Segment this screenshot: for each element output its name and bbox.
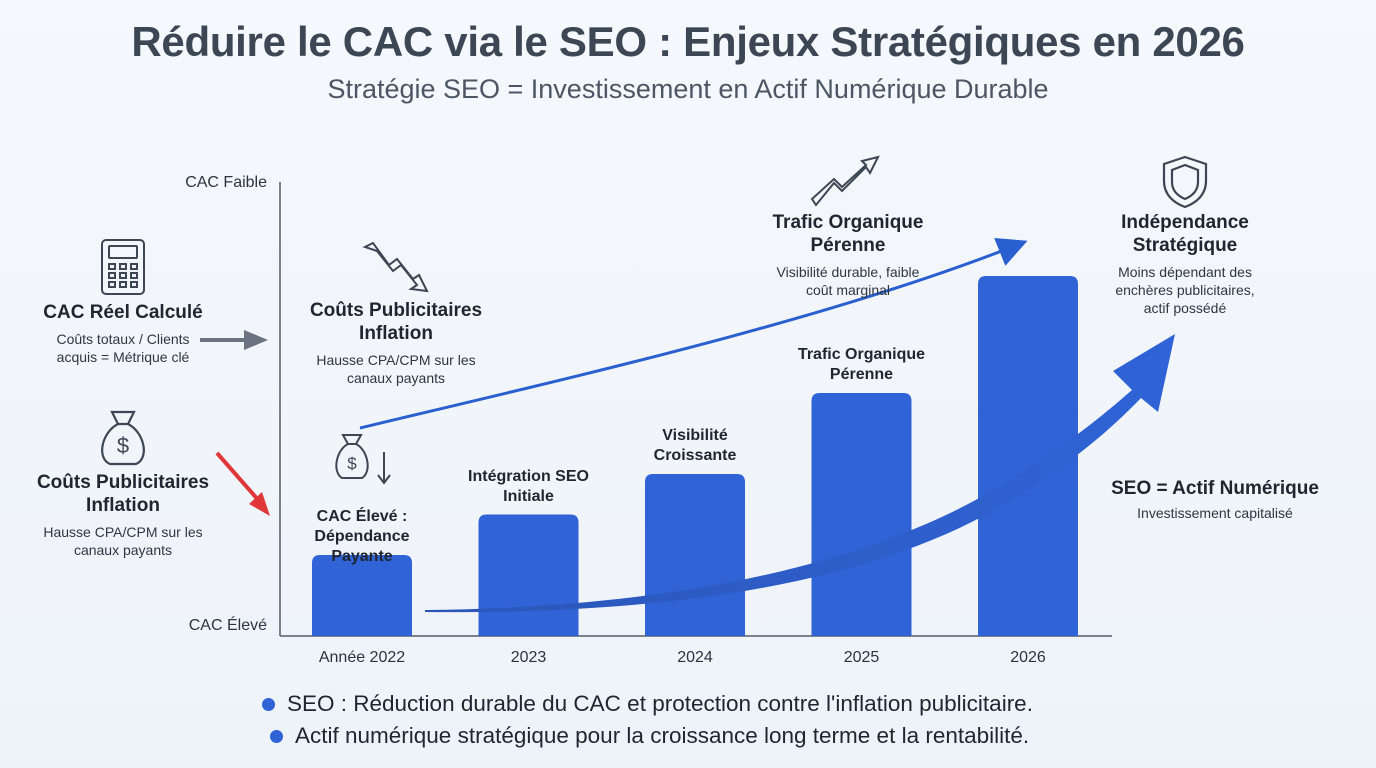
- couts-pub-left-title: Coûts Publicitaires Inflation: [36, 472, 210, 516]
- independance-block: Indépendance Stratégique Moins dépendant…: [1092, 212, 1278, 317]
- cac-reel-desc: Coûts totaux / Clients acquis = Métrique…: [56, 330, 190, 365]
- footer-bullet-text: SEO : Réduction durable du CAC et protec…: [287, 691, 1033, 716]
- trafic-top-desc: Visibilité durable, faible coût marginal: [776, 263, 920, 298]
- svg-text:$: $: [347, 454, 357, 473]
- seo-actif-block: SEO = Actif Numérique Investissement cap…: [1086, 478, 1344, 522]
- y-tick-bottom: CAC Élevé: [189, 615, 267, 634]
- cac-reel-block: CAC Réel Calculé Coûts totaux / Clients …: [18, 302, 228, 366]
- x-tick-label: Année 2022: [319, 649, 405, 666]
- bar-annotation: Trafic Organique Pérenne: [797, 346, 926, 383]
- page-subtitle: Stratégie SEO = Investissement en Actif …: [327, 74, 1049, 104]
- trafic-top-block: Trafic Organique Pérenne Visibilité dura…: [752, 212, 944, 299]
- bar-annotation: Intégration SEO Initiale: [468, 467, 589, 505]
- cac-reel-title: CAC Réel Calculé: [43, 302, 203, 323]
- money-bag-icon: $: [101, 410, 145, 466]
- seo-actif-desc: Investissement capitalisé: [1137, 504, 1293, 521]
- svg-text:$: $: [117, 433, 129, 458]
- red-arrow: [215, 451, 270, 516]
- couts-pub-left-desc: Hausse CPA/CPM sur les canaux payants: [43, 523, 203, 558]
- bar-1: [478, 514, 579, 636]
- page-title: Réduire le CAC via le SEO : Enjeux Strat…: [131, 18, 1245, 65]
- calculator-icon: [101, 239, 145, 295]
- footer-bullet: SEO : Réduction durable du CAC et protec…: [262, 688, 1033, 720]
- x-tick-label: 2026: [1010, 649, 1046, 666]
- seo-actif-title: SEO = Actif Numérique: [1111, 478, 1319, 499]
- big-trend-arrow: [425, 334, 1175, 613]
- footer-bullet-text: Actif numérique stratégique pour la croi…: [295, 723, 1030, 748]
- independance-title: Indépendance Stratégique: [1121, 212, 1249, 256]
- footer-bullets: SEO : Réduction durable du CAC et protec…: [262, 688, 1033, 752]
- trafic-top-title: Trafic Organique Pérenne: [772, 212, 924, 256]
- x-tick-label: 2023: [511, 649, 547, 666]
- couts-pub-top-title: Coûts Publicitaires Inflation: [309, 300, 483, 344]
- shield-icon: [1162, 155, 1208, 209]
- bullet-dot-icon: [270, 729, 283, 743]
- couts-pub-left-block: Coûts Publicitaires Inflation Hausse CPA…: [18, 472, 228, 559]
- y-tick-top: CAC Faible: [185, 174, 267, 191]
- bullet-dot-icon: [262, 697, 275, 711]
- couts-pub-top-block: Coûts Publicitaires Inflation Hausse CPA…: [296, 300, 496, 387]
- footer-bullet: Actif numérique stratégique pour la croi…: [270, 720, 1033, 752]
- bar-2: [645, 474, 745, 636]
- bar-annotation: Visibilité Croissante: [653, 427, 737, 464]
- bar-4: [978, 276, 1078, 636]
- bar-3: [811, 393, 912, 636]
- thin-trend-arrow: [359, 238, 1028, 430]
- trend-up-icon: [810, 155, 880, 207]
- bar-annotation: CAC Élevé : Dépendance Payante: [314, 508, 410, 565]
- couts-pub-top-desc: Hausse CPA/CPM sur les canaux payants: [316, 351, 476, 386]
- x-tick-label: 2024: [677, 649, 713, 666]
- trend-down-icon: [362, 241, 429, 293]
- bar-0: [312, 555, 412, 636]
- x-tick-label: 2025: [844, 649, 880, 666]
- money-bag-down-icon: $: [335, 434, 391, 485]
- independance-desc: Moins dépendant des enchères publicitair…: [1115, 263, 1255, 316]
- gray-arrow: [200, 330, 268, 350]
